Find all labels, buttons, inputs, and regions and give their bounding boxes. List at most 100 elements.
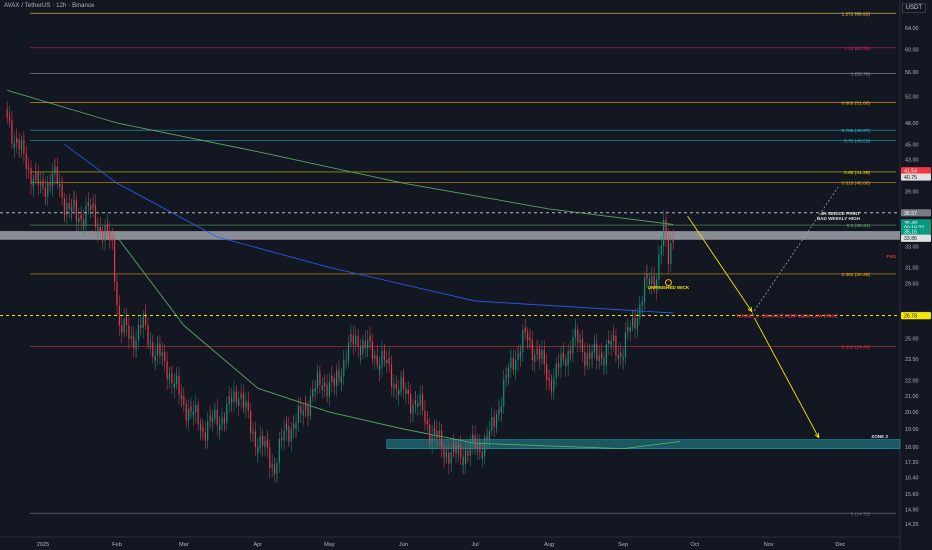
candle-body <box>214 409 216 413</box>
candle-body <box>653 281 655 289</box>
candle-body <box>321 386 323 390</box>
candle-body <box>646 273 648 279</box>
fib-label: 1.272 (66.92) <box>841 11 870 17</box>
candle-body <box>486 436 488 440</box>
candle-body <box>297 406 300 413</box>
candle-body <box>641 301 643 306</box>
candle-body <box>183 396 185 405</box>
candle-body <box>491 417 493 421</box>
projection-arrow-2-head <box>814 432 820 439</box>
candle-body <box>367 340 369 348</box>
candle-body <box>92 203 94 205</box>
candle-body <box>374 355 376 359</box>
candle-body <box>73 199 75 201</box>
zone-grey-band <box>0 231 900 240</box>
annotation-label: 4H SINGLE PRINT <box>821 211 861 216</box>
candle-body <box>259 436 261 440</box>
candle-body <box>565 365 567 367</box>
candle-body <box>608 340 610 343</box>
y-tick-label: 20.00 <box>905 410 919 416</box>
candle-body <box>589 353 591 359</box>
candle-body <box>195 404 197 406</box>
candle-body <box>78 217 80 222</box>
candle-body <box>164 352 166 362</box>
candle-body <box>617 355 619 359</box>
candle-body <box>634 322 636 329</box>
candle-body <box>130 336 132 337</box>
candle-body <box>569 350 572 354</box>
x-tick-label: Dec <box>835 542 845 548</box>
currency-label[interactable]: USDT <box>901 3 926 13</box>
y-tick-label: 25.00 <box>905 336 919 342</box>
annotation-label: ZONE 2 <box>871 434 888 439</box>
candle-body <box>605 343 607 355</box>
y-tick-label: 16.40 <box>905 476 919 482</box>
candle-body <box>254 436 257 447</box>
candle-body <box>378 367 381 371</box>
candle-body <box>185 415 187 421</box>
candle-body <box>581 342 584 353</box>
x-tick-label: Sep <box>618 542 628 548</box>
candle-body <box>417 405 419 407</box>
x-tick-label: 2025 <box>37 542 49 548</box>
candle-body <box>121 330 123 333</box>
candle-body <box>457 445 459 450</box>
candle-body <box>245 401 247 407</box>
price-tag-label: 40.75 <box>904 175 917 181</box>
candle-body <box>412 404 414 413</box>
candle-body <box>493 422 495 427</box>
y-tick-label: 18.00 <box>905 445 919 451</box>
y-tick-label: 43.00 <box>905 157 919 163</box>
candle-body <box>596 351 598 361</box>
candle-body <box>572 337 574 350</box>
candle-body <box>455 450 457 454</box>
candle-body <box>383 353 385 361</box>
fib-label: 0.75 (45.50) <box>844 139 870 145</box>
candle-body <box>512 363 514 370</box>
candle-body <box>278 438 280 449</box>
y-tick-label: 22.00 <box>905 379 919 385</box>
candle-body <box>531 350 533 361</box>
y-tick-label: 33.00 <box>905 245 919 251</box>
candle-body <box>431 434 433 443</box>
symbol-title: AVAX / TetherUS · 12h · Binance <box>4 3 95 9</box>
y-tick-label: 31.00 <box>905 265 919 271</box>
x-tick-label: Nov <box>764 542 774 548</box>
candle-body <box>498 409 500 411</box>
candle-body <box>140 326 142 329</box>
candle-body <box>166 373 168 380</box>
candle-body <box>252 431 254 433</box>
candle-body <box>655 279 658 290</box>
candle-body <box>106 224 109 232</box>
y-tick-label: 17.20 <box>905 460 919 466</box>
candle-body <box>309 396 311 409</box>
candle-body <box>474 443 476 450</box>
candle-body <box>481 456 483 459</box>
candle-body <box>620 352 622 357</box>
candle-body <box>550 385 553 391</box>
candle-body <box>328 381 331 392</box>
candle-body <box>242 401 245 408</box>
price-tag <box>901 173 931 181</box>
candle-body <box>281 437 283 441</box>
candle-body <box>543 352 545 365</box>
candle-body <box>250 424 252 434</box>
candle-body <box>359 352 362 355</box>
candle-body <box>505 375 507 377</box>
candle-body <box>16 138 18 141</box>
candle-body <box>529 337 531 341</box>
candle-body <box>622 356 624 360</box>
candle-body <box>426 420 428 425</box>
candle-body <box>629 327 631 332</box>
candle-body <box>651 276 653 279</box>
candle-body <box>536 348 538 350</box>
y-tick-label: 56.00 <box>905 70 919 76</box>
candle-body <box>51 173 54 184</box>
y-tick-label: 14.25 <box>905 522 919 528</box>
candle-body <box>333 384 335 387</box>
candle-body <box>410 404 412 414</box>
candle-body <box>452 444 455 446</box>
candle-body <box>438 430 440 434</box>
price-tag-label: 41.54 <box>904 169 917 175</box>
